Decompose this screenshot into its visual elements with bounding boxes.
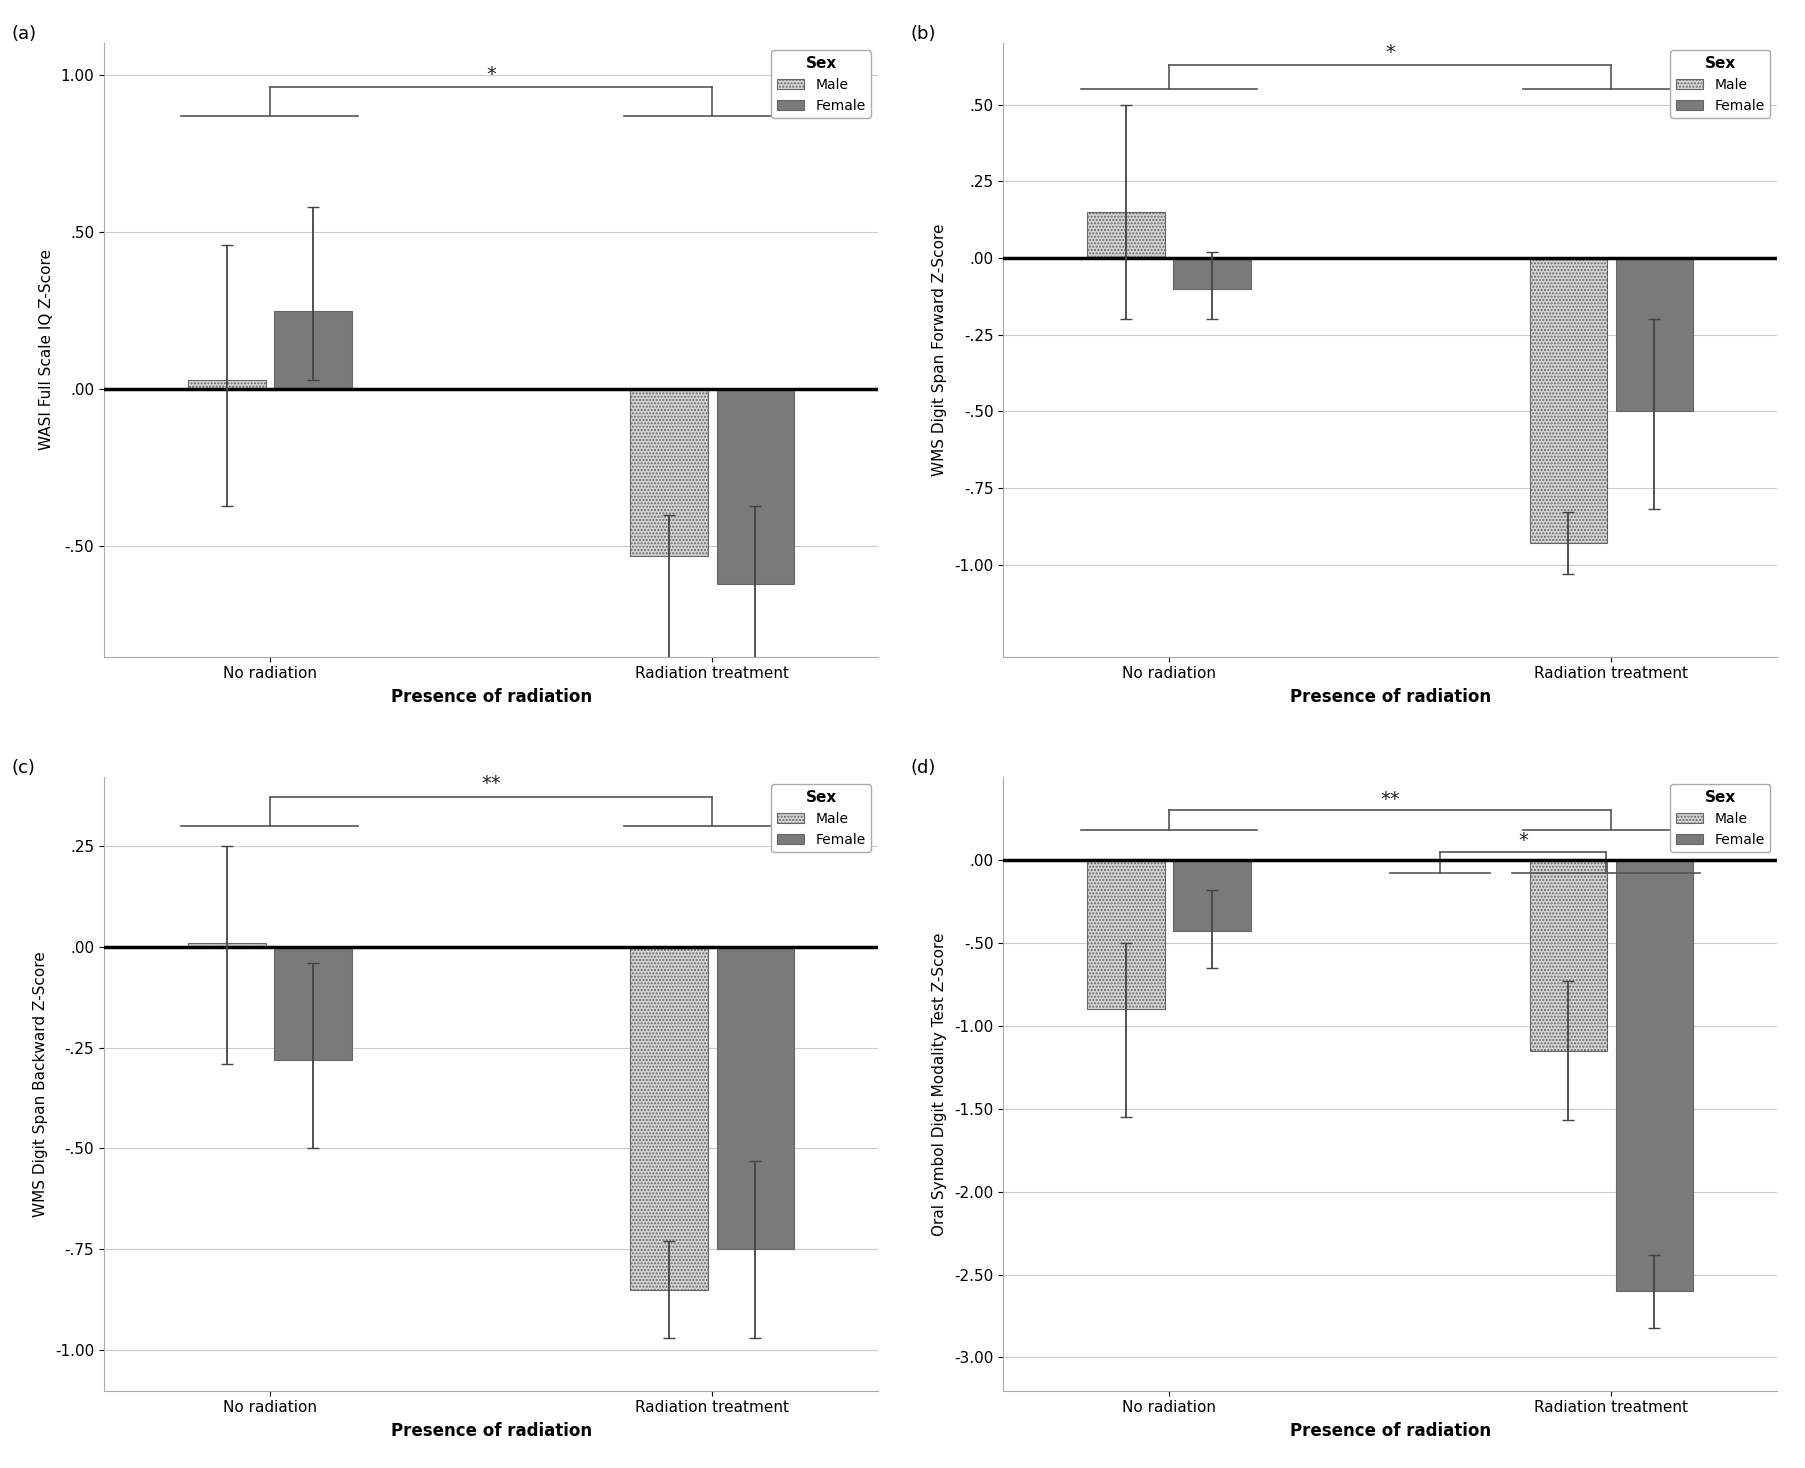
Bar xyxy=(630,389,708,556)
X-axis label: Presence of radiation: Presence of radiation xyxy=(1289,688,1491,706)
Legend: Male, Female: Male, Female xyxy=(771,784,872,851)
Text: *: * xyxy=(1518,831,1527,850)
Text: (a): (a) xyxy=(11,25,36,43)
Y-axis label: WASI Full Scale IQ Z-Score: WASI Full Scale IQ Z-Score xyxy=(38,250,54,451)
X-axis label: Presence of radiation: Presence of radiation xyxy=(390,688,592,706)
Bar xyxy=(1087,860,1164,1010)
Text: *: * xyxy=(1384,43,1395,62)
Legend: Male, Female: Male, Female xyxy=(771,50,872,117)
Y-axis label: WMS Digit Span Backward Z-Score: WMS Digit Span Backward Z-Score xyxy=(32,951,49,1217)
Y-axis label: Oral Symbol Digit Modality Test Z-Score: Oral Symbol Digit Modality Test Z-Score xyxy=(931,932,948,1236)
X-axis label: Presence of radiation: Presence of radiation xyxy=(1289,1422,1491,1440)
Text: *: * xyxy=(486,65,496,84)
Text: (c): (c) xyxy=(11,759,34,777)
Bar xyxy=(1173,860,1251,931)
Text: (b): (b) xyxy=(910,25,935,43)
Bar xyxy=(1615,860,1693,1290)
Text: **: ** xyxy=(1381,790,1401,809)
Bar xyxy=(1173,258,1251,289)
Bar xyxy=(717,389,794,584)
Bar xyxy=(717,947,794,1249)
Bar xyxy=(630,947,708,1290)
Bar xyxy=(188,942,265,947)
Text: (d): (d) xyxy=(910,759,935,777)
Legend: Male, Female: Male, Female xyxy=(1670,784,1771,851)
Bar xyxy=(1615,258,1693,411)
Bar xyxy=(274,311,352,389)
X-axis label: Presence of radiation: Presence of radiation xyxy=(390,1422,592,1440)
Bar xyxy=(1529,258,1606,543)
Bar xyxy=(188,380,265,389)
Bar xyxy=(1529,860,1606,1051)
Legend: Male, Female: Male, Female xyxy=(1670,50,1771,117)
Bar xyxy=(274,947,352,1060)
Y-axis label: WMS Digit Span Forward Z-Score: WMS Digit Span Forward Z-Score xyxy=(931,223,948,476)
Bar xyxy=(1087,211,1164,258)
Text: **: ** xyxy=(482,774,502,793)
